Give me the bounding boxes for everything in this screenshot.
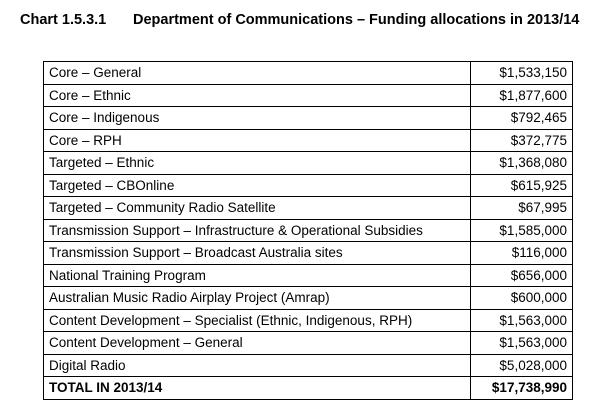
table-row: Targeted – Community Radio Satellite $67… xyxy=(43,196,573,220)
row-amount: $1,533,150 xyxy=(470,61,573,85)
row-label: Core – Ethnic xyxy=(43,83,471,107)
row-label: Targeted – Community Radio Satellite xyxy=(43,196,471,220)
row-amount: $67,995 xyxy=(470,196,573,220)
row-label: National Training Program xyxy=(43,263,471,287)
row-amount: $372,775 xyxy=(470,128,573,152)
total-row: TOTAL IN 2013/14 $17,738,990 xyxy=(43,376,573,400)
table-row: Targeted – Ethnic $1,368,080 xyxy=(43,151,573,175)
row-label: Transmission Support – Broadcast Austral… xyxy=(43,241,471,265)
row-amount: $600,000 xyxy=(470,286,573,310)
row-label: Content Development – General xyxy=(43,331,471,355)
table-row: Transmission Support – Infrastructure & … xyxy=(43,218,573,242)
table-row: Core – General $1,533,150 xyxy=(43,61,573,85)
row-label: Digital Radio xyxy=(43,353,471,377)
row-amount: $5,028,000 xyxy=(470,353,573,377)
table-row: Content Development – General $1,563,000 xyxy=(43,331,573,355)
table-row: Content Development – Specialist (Ethnic… xyxy=(43,308,573,332)
row-amount: $1,585,000 xyxy=(470,218,573,242)
chart-number: Chart 1.5.3.1 xyxy=(20,12,107,28)
table-row: Targeted – CBOnline $615,925 xyxy=(43,173,573,197)
row-amount: $1,563,000 xyxy=(470,308,573,332)
table-row: National Training Program $656,000 xyxy=(43,263,573,287)
row-amount: $1,563,000 xyxy=(470,331,573,355)
row-label: Transmission Support – Infrastructure & … xyxy=(43,218,471,242)
table-row: Transmission Support – Broadcast Austral… xyxy=(43,241,573,265)
row-amount: $615,925 xyxy=(470,173,573,197)
table-row: Core – RPH $372,775 xyxy=(43,128,573,152)
chart-title-text: Department of Communications – Funding a… xyxy=(133,12,580,28)
total-amount: $17,738,990 xyxy=(470,376,573,400)
chart-title: Chart 1.5.3.1 Department of Communication… xyxy=(20,12,579,28)
row-label: Content Development – Specialist (Ethnic… xyxy=(43,308,471,332)
row-label: Core – RPH xyxy=(43,128,471,152)
funding-table: Core – General $1,533,150 Core – Ethnic … xyxy=(43,61,573,400)
table-row: Core – Ethnic $1,877,600 xyxy=(43,83,573,107)
row-label: Australian Music Radio Airplay Project (… xyxy=(43,286,471,310)
row-amount: $656,000 xyxy=(470,263,573,287)
total-label: TOTAL IN 2013/14 xyxy=(43,376,471,400)
table-row: Australian Music Radio Airplay Project (… xyxy=(43,286,573,310)
row-label: Targeted – CBOnline xyxy=(43,173,471,197)
row-label: Targeted – Ethnic xyxy=(43,151,471,175)
row-label: Core – General xyxy=(43,61,471,85)
table-row: Digital Radio $5,028,000 xyxy=(43,353,573,377)
row-amount: $116,000 xyxy=(470,241,573,265)
row-amount: $1,368,080 xyxy=(470,151,573,175)
row-amount: $792,465 xyxy=(470,106,573,130)
row-amount: $1,877,600 xyxy=(470,83,573,107)
row-label: Core – Indigenous xyxy=(43,106,471,130)
table-row: Core – Indigenous $792,465 xyxy=(43,106,573,130)
